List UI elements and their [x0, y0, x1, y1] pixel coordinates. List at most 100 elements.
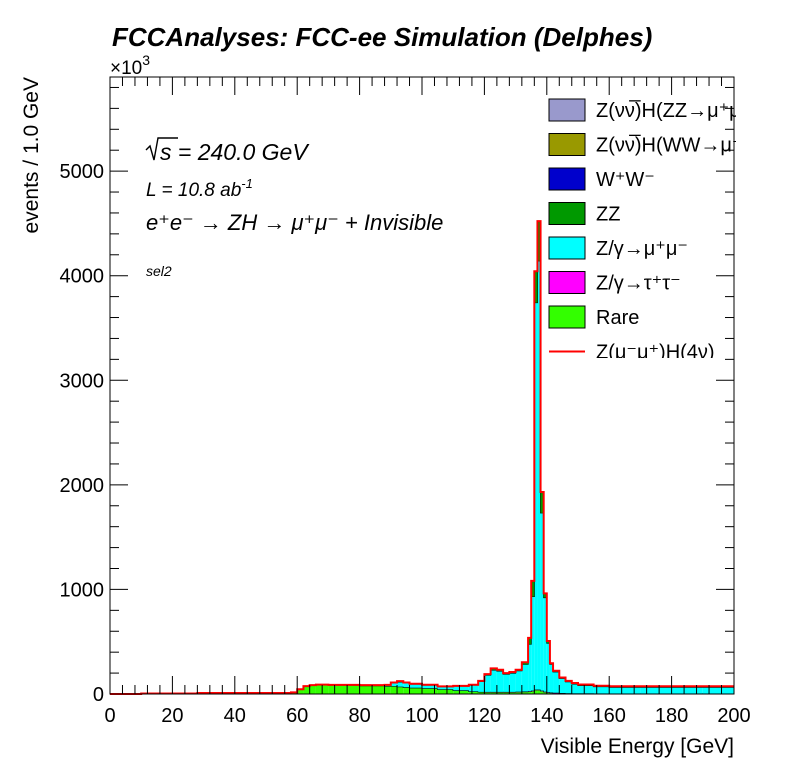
bar-2-43 — [671, 687, 703, 694]
y-tick-label: 5000 — [60, 161, 105, 183]
bar-0-35 — [553, 692, 560, 694]
legend-entry: ZZ — [548, 202, 620, 226]
bar-3-27 — [528, 637, 532, 645]
bar-0-14 — [409, 687, 422, 694]
x-axis-label: Visible Energy [GeV] — [541, 735, 734, 758]
bar-2-20 — [484, 675, 491, 692]
bar-0-17 — [453, 690, 469, 694]
signal-histogram — [110, 220, 734, 695]
sqrt-symbol — [145, 137, 178, 161]
legend-label: Z(νν̅)H(ZZ→μ⁺μ⁻ν̅ν) — [596, 99, 778, 122]
legend-swatch — [548, 271, 586, 294]
process-annotation: e⁺e⁻ → ZH → μ⁺μ⁻ + Invisible — [146, 210, 443, 235]
legend-label: Z/γ→τ⁺τ⁻ — [596, 273, 681, 295]
sqrt-s-label: s — [160, 139, 172, 165]
x-tick-label: 120 — [468, 705, 501, 727]
bar-0-8 — [328, 685, 360, 694]
bar-0-11 — [390, 686, 398, 694]
bar-0-10 — [384, 686, 391, 694]
x-axis: 0 20 40 60 80 100 120 140 160 180 200 — [104, 77, 751, 727]
bar-2-17 — [453, 686, 469, 691]
bar-2-41 — [609, 687, 641, 694]
bar-0-13 — [403, 687, 410, 694]
bar-3-33 — [546, 640, 550, 644]
series-outline-2 — [110, 260, 734, 695]
x-tick-label: 160 — [593, 705, 626, 727]
bar-0-26 — [521, 691, 529, 694]
bar-0-32 — [543, 691, 547, 694]
bar-0-12 — [397, 686, 404, 694]
x-tick-label: 60 — [286, 705, 308, 727]
bar-0-4 — [297, 689, 304, 694]
x-tick-label: 100 — [405, 705, 438, 727]
x-tick-label: 200 — [717, 705, 750, 727]
legend-label: W⁺W⁻ — [596, 169, 655, 191]
y-multiplier-base: ×10 — [110, 58, 142, 79]
bar-0-22 — [496, 692, 504, 694]
bar-2-29 — [534, 302, 538, 690]
y-multiplier: ×103 — [110, 52, 150, 79]
bar-2-13 — [403, 683, 410, 688]
bar-2-33 — [546, 643, 550, 693]
legend-entry: W⁺W⁻ — [548, 167, 655, 191]
bar-2-26 — [521, 664, 529, 692]
bar-2-19 — [478, 681, 485, 692]
legend-swatch — [548, 305, 586, 329]
y-tick-label: 1000 — [60, 579, 105, 601]
bar-2-44 — [702, 687, 734, 694]
luminosity-text: L = 10.8 ab — [146, 180, 241, 201]
legend: Z(νν̅)H(ZZ→μ⁺μ⁻ν̅ν) Z(νν̅)H(WW→μ⁺νμ⁻ν̅) W⁺… — [548, 98, 791, 358]
bar-2-15 — [422, 685, 438, 689]
legend-label: Rare — [596, 307, 639, 329]
legend-swatch — [548, 236, 586, 260]
bar-2-22 — [496, 670, 504, 692]
y-tick-label: 2000 — [60, 475, 105, 497]
bar-3-31 — [540, 491, 544, 513]
bar-2-28 — [531, 596, 535, 691]
y-tick-label: 3000 — [60, 370, 105, 392]
legend-label: Z(νν̅)H(WW→μ⁺νμ⁻ν̅) — [596, 134, 791, 157]
luminosity-annotation: L = 10.8 ab-1 — [146, 176, 253, 201]
sqrt-s-value: = 240.0 GeV — [172, 139, 311, 165]
bar-2-38 — [571, 683, 578, 694]
bar-2-11 — [390, 683, 398, 687]
bar-2-30 — [537, 260, 541, 690]
luminosity-exponent: -1 — [241, 176, 253, 191]
bar-0-6 — [309, 685, 316, 694]
bar-3-29 — [534, 271, 538, 303]
bar-2-18 — [468, 685, 479, 692]
y-axis: 0 1000 2000 3000 4000 5000 — [60, 86, 734, 706]
bar-2-16 — [437, 686, 454, 690]
bar-0-21 — [490, 692, 497, 694]
bar-2-37 — [565, 681, 572, 694]
signal-line — [110, 220, 734, 695]
legend-swatch — [548, 98, 586, 122]
bar-0-31 — [540, 690, 544, 694]
bar-2-32 — [543, 597, 547, 692]
bar-2-12 — [397, 681, 404, 687]
bar-0-33 — [546, 692, 550, 694]
bar-0-30 — [537, 689, 541, 694]
chart-title: FCCAnalyses: FCC-ee Simulation (Delphes) — [112, 22, 652, 52]
bar-0-29 — [534, 689, 538, 694]
bar-0-27 — [528, 691, 532, 694]
x-tick-label: 140 — [530, 705, 563, 727]
bar-0-16 — [437, 689, 454, 694]
bar-0-23 — [503, 692, 510, 694]
bar-3-26 — [521, 662, 529, 665]
bar-2-39 — [578, 685, 594, 694]
x-tick-label: 180 — [655, 705, 688, 727]
bar-2-24 — [509, 673, 516, 692]
x-tick-label: 40 — [224, 705, 246, 727]
bar-0-25 — [515, 691, 522, 694]
bar-2-34 — [549, 664, 554, 693]
legend-swatch — [548, 202, 586, 225]
bar-2-35 — [553, 671, 560, 693]
legend-entry: Z/γ→τ⁺τ⁻ — [548, 271, 681, 295]
bar-2-25 — [515, 670, 522, 692]
bar-2-23 — [503, 674, 510, 692]
x-tick-label: 0 — [104, 705, 115, 727]
legend-entry: Z(νν̅)H(ZZ→μ⁺μ⁻ν̅ν) — [548, 98, 778, 122]
x-tick-label: 20 — [161, 705, 183, 727]
